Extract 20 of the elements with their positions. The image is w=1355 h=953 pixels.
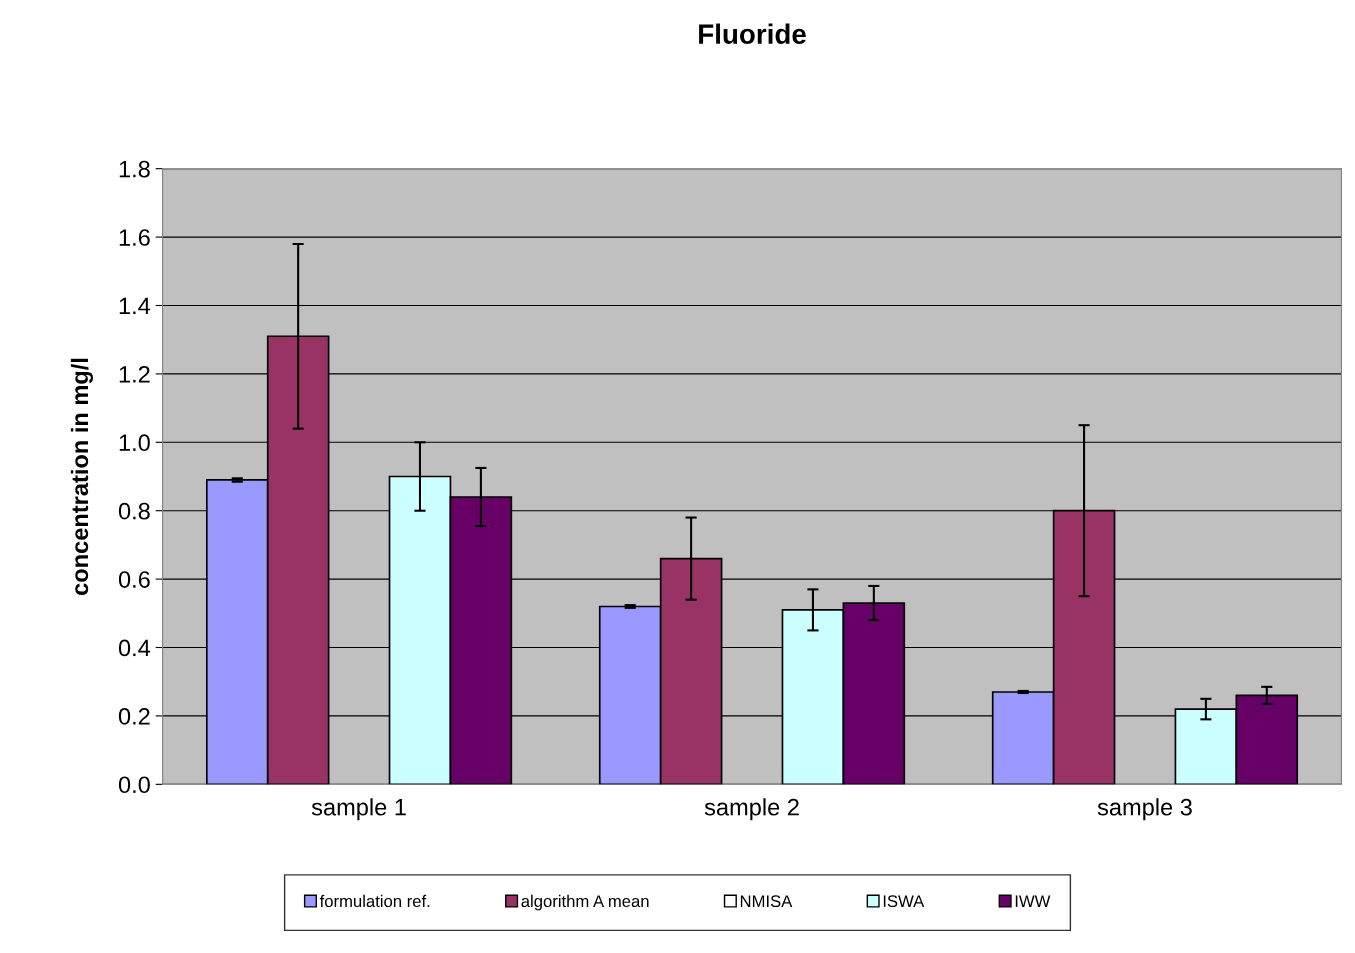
legend-label: ISWA bbox=[883, 895, 925, 908]
y-tick-label: 0.6 bbox=[118, 571, 150, 588]
y-tick-label: 1.6 bbox=[119, 229, 150, 246]
y-tick-label: 0.2 bbox=[118, 707, 150, 725]
y-tick-label: 1.2 bbox=[119, 365, 150, 383]
y-tick-label: 0.4 bbox=[118, 639, 151, 657]
x-tick-label: sample 3 bbox=[1097, 798, 1192, 821]
chart-title: Fluoride bbox=[699, 23, 806, 44]
y-tick-label: 0.8 bbox=[118, 502, 150, 520]
y-axis-title: concentration in mg/l bbox=[70, 358, 93, 595]
y-tick-label: 1.0 bbox=[119, 434, 150, 452]
legend-label: formulation ref. bbox=[319, 894, 430, 908]
x-tick-label: sample 1 bbox=[311, 798, 406, 821]
legend-label: algorithm A mean bbox=[521, 894, 649, 911]
y-tick-label: 1.8 bbox=[119, 160, 150, 178]
y-tick-label: 0.0 bbox=[118, 776, 150, 794]
legend-label: IWW bbox=[1015, 895, 1051, 907]
y-tick-label: 1.4 bbox=[119, 297, 151, 315]
x-tick-label: sample 2 bbox=[704, 798, 799, 821]
legend-label: NMISA bbox=[740, 895, 793, 908]
